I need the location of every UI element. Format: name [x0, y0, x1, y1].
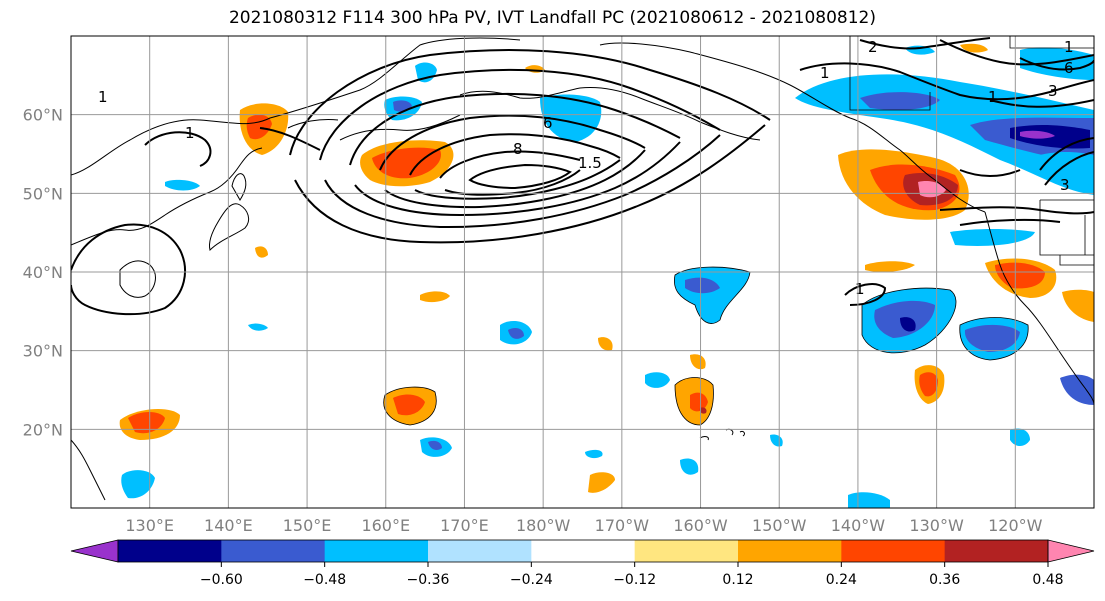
pv-shading	[119, 43, 1094, 508]
contour-labels: 1 1 6 8 1.5 1 1 2 3 6 1 3 1	[98, 38, 1074, 298]
colorbar-tick-label: 0.24	[826, 572, 857, 588]
longitude-label: 130°W	[909, 516, 964, 535]
contour-label: 1	[988, 88, 998, 106]
map-area: 1 1 6 8 1.5 1 1 2 3 6 1 3 1	[71, 36, 1094, 508]
colorbar-tick-label: −0.60	[200, 572, 243, 588]
longitude-label: 160°E	[361, 516, 410, 535]
colorbar-segment	[634, 540, 739, 562]
colorbar-tick-label: −0.24	[510, 572, 553, 588]
colorbar-tick-label: 0.36	[929, 572, 960, 588]
latitude-label: 50°N	[23, 184, 63, 203]
longitude-label: 150°W	[752, 516, 807, 535]
latitude-label: 30°N	[23, 342, 63, 361]
longitude-label: 150°E	[283, 516, 332, 535]
longitude-label: 140°W	[831, 516, 886, 535]
contour-label: 6	[1064, 59, 1074, 77]
colorbar-tick-label: 0.12	[722, 572, 753, 588]
colorbar-outline	[117, 539, 1049, 563]
gridlines	[71, 36, 1094, 508]
colorbar-tick-label: −0.48	[303, 572, 346, 588]
colorbar-tick-label: −0.36	[407, 572, 450, 588]
colorbar-tick-label: −0.12	[613, 572, 656, 588]
contour-label: 1	[185, 124, 195, 142]
longitude-label: 120°W	[988, 516, 1043, 535]
longitude-label: 130°E	[125, 516, 174, 535]
colorbar-segment	[738, 540, 842, 562]
colorbar-segment	[221, 540, 326, 562]
contour-label: 1	[855, 280, 865, 298]
contour-label: 1	[98, 88, 108, 106]
contour-label: 1	[820, 64, 830, 82]
longitude-label: 160°W	[673, 516, 728, 535]
contour-label: 1.5	[578, 154, 602, 172]
contour-label: 6	[543, 114, 553, 132]
longitude-label: 180°W	[516, 516, 571, 535]
contour-label: 3	[1048, 82, 1058, 100]
latitude-labels: 60°N 50°N 40°N 30°N 20°N	[23, 106, 63, 440]
contour-label: 3	[1060, 176, 1070, 194]
contour-label: 8	[513, 140, 523, 158]
latitude-label: 20°N	[23, 420, 63, 439]
colorbar: −0.60 −0.48 −0.36 −0.24 −0.12 0.12 0.24 0.36 0.4…	[70, 539, 1095, 588]
longitude-label: 170°E	[440, 516, 489, 535]
longitude-labels: 130°E 140°E 150°E 160°E 170°E 180°W 170°W 160°W…	[125, 516, 1042, 535]
page-title: 2021080312 F114 300 hPa PV, IVT Landfall…	[228, 8, 876, 28]
latitude-label: 60°N	[23, 106, 63, 125]
longitude-label: 170°W	[595, 516, 650, 535]
colorbar-tick-label: 0.48	[1032, 572, 1063, 588]
map-frame	[70, 35, 1095, 509]
colorbar-segment	[324, 540, 429, 562]
contour-label: 1	[1064, 38, 1074, 56]
colorbar-extend-low	[70, 539, 119, 563]
coastlines	[71, 37, 1094, 501]
contour-label: 2	[868, 38, 878, 56]
colorbar-segment	[118, 540, 222, 562]
colorbar-extend-high	[1047, 539, 1095, 563]
colorbar-segment	[944, 540, 1049, 562]
longitude-label: 140°E	[204, 516, 253, 535]
colorbar-segment	[531, 540, 636, 562]
borders	[849, 36, 1094, 266]
colorbar-segment	[841, 540, 946, 562]
colorbar-segment	[428, 540, 532, 562]
latitude-label: 40°N	[23, 263, 63, 282]
